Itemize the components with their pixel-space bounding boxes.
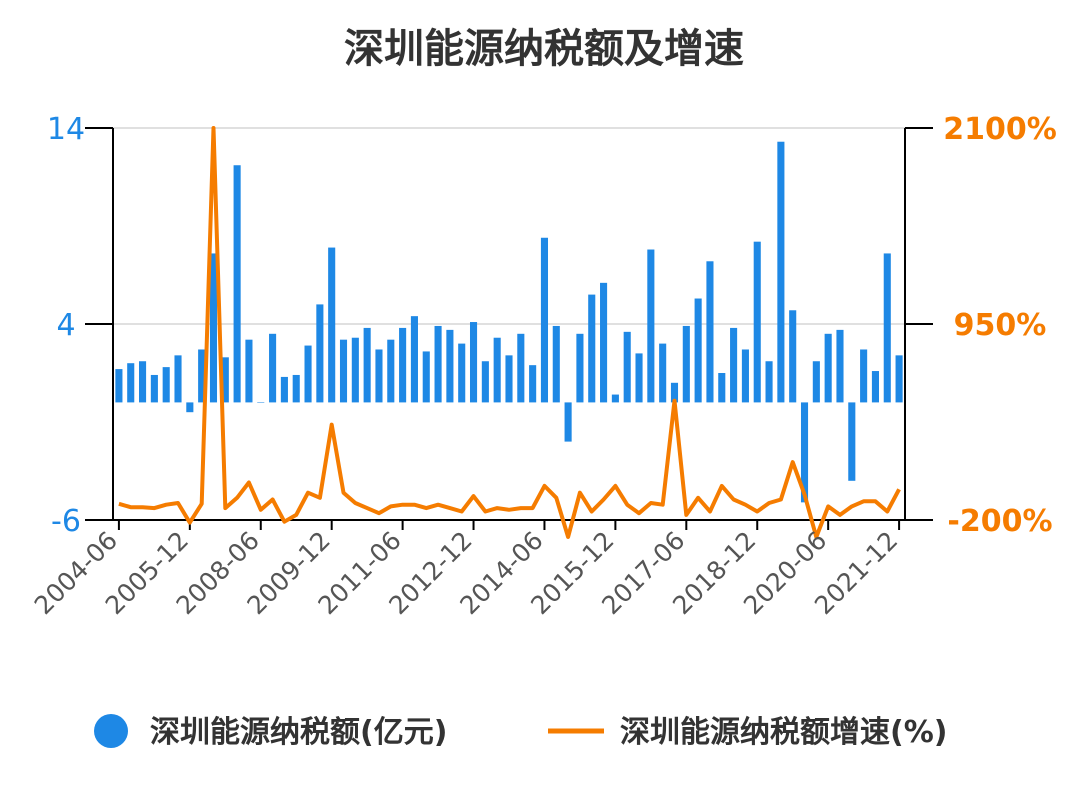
y-left-tick-label: 4 bbox=[56, 308, 75, 343]
bar bbox=[765, 361, 773, 403]
bar bbox=[257, 402, 265, 403]
bar bbox=[718, 373, 726, 403]
bar bbox=[730, 327, 738, 403]
bar bbox=[753, 241, 761, 403]
bar bbox=[517, 333, 525, 403]
bar bbox=[280, 376, 288, 403]
bar bbox=[647, 249, 655, 403]
bar bbox=[505, 355, 513, 403]
bar bbox=[328, 247, 336, 403]
bar bbox=[115, 369, 123, 403]
bar bbox=[186, 402, 194, 413]
bar bbox=[564, 402, 572, 442]
bar bbox=[741, 349, 749, 403]
growth-line bbox=[118, 126, 901, 539]
bar bbox=[800, 402, 809, 503]
bar bbox=[233, 165, 241, 403]
bar bbox=[706, 261, 714, 403]
bar bbox=[363, 327, 371, 403]
bar bbox=[351, 337, 359, 403]
bar bbox=[446, 329, 454, 403]
bar bbox=[600, 282, 608, 403]
y-right-tick-label: 2100% bbox=[943, 112, 1057, 147]
legend-bar-marker bbox=[94, 714, 128, 748]
bar bbox=[623, 331, 631, 403]
bar bbox=[611, 394, 619, 403]
axes bbox=[85, 127, 933, 530]
bar bbox=[387, 339, 395, 403]
bar bbox=[127, 363, 135, 403]
bar bbox=[316, 304, 324, 403]
bar bbox=[777, 141, 785, 403]
bar bbox=[670, 382, 679, 403]
bar bbox=[540, 237, 549, 403]
bar bbox=[304, 345, 312, 403]
bar bbox=[552, 325, 560, 403]
bar bbox=[493, 337, 501, 403]
bar bbox=[481, 361, 489, 403]
bar bbox=[434, 325, 442, 403]
bar bbox=[221, 357, 229, 403]
bar bbox=[339, 339, 348, 403]
bar bbox=[139, 361, 147, 403]
bar bbox=[410, 316, 418, 403]
bar bbox=[198, 349, 206, 403]
y-right-tick-label: 950% bbox=[954, 308, 1047, 343]
bar bbox=[174, 355, 182, 403]
grid-lines bbox=[113, 127, 905, 521]
bar bbox=[150, 374, 158, 403]
bar bbox=[789, 310, 797, 403]
bar bbox=[399, 327, 407, 403]
y-right-tick-label: -200% bbox=[947, 504, 1052, 539]
y-left-tick-label: -6 bbox=[51, 504, 81, 539]
bar bbox=[422, 351, 430, 403]
bar bbox=[682, 325, 690, 403]
legend-bar-label: 深圳能源纳税额(亿元) bbox=[150, 715, 447, 750]
legend: 深圳能源纳税额(亿元) 深圳能源纳税额增速(%) bbox=[94, 714, 947, 750]
bar bbox=[458, 343, 466, 403]
bar bbox=[292, 374, 300, 403]
bar bbox=[209, 253, 218, 403]
bar bbox=[860, 349, 868, 403]
chart-title: 深圳能源纳税额及增速 bbox=[344, 26, 744, 72]
bar-series bbox=[115, 141, 903, 503]
bar bbox=[824, 333, 832, 403]
bar bbox=[588, 294, 596, 403]
bar bbox=[245, 339, 253, 403]
bar bbox=[836, 329, 844, 403]
bar bbox=[812, 361, 820, 403]
bar bbox=[269, 333, 277, 403]
bar bbox=[659, 343, 667, 403]
bar bbox=[883, 253, 891, 403]
bar bbox=[375, 349, 383, 403]
bar bbox=[694, 298, 702, 403]
bar bbox=[576, 333, 584, 403]
bar bbox=[871, 371, 879, 403]
bar bbox=[635, 353, 643, 403]
legend-line-label: 深圳能源纳税额增速(%) bbox=[620, 715, 947, 750]
bar bbox=[529, 365, 537, 403]
bar bbox=[895, 355, 903, 403]
y-left-tick-label: 14 bbox=[47, 112, 85, 147]
bar bbox=[469, 322, 478, 403]
line-series bbox=[118, 126, 901, 539]
bar bbox=[848, 402, 856, 481]
bar bbox=[162, 367, 170, 403]
